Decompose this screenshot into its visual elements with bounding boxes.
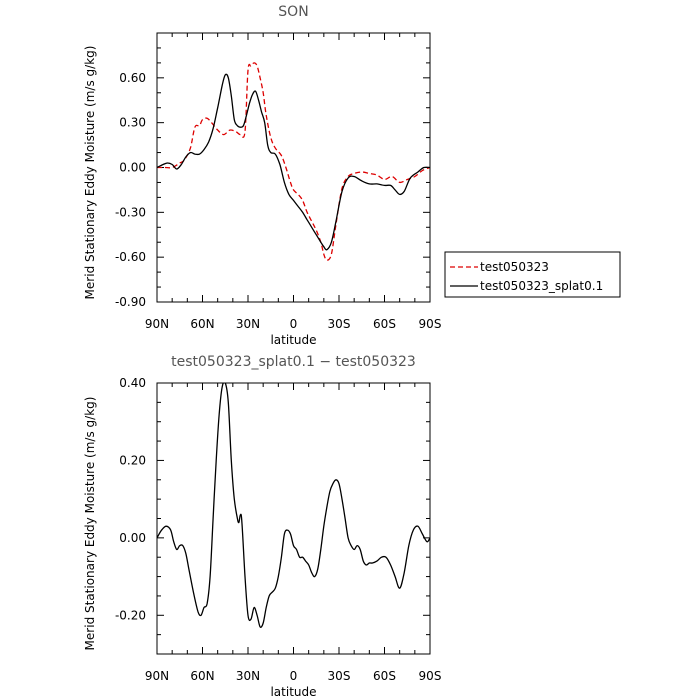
x-tick-label: 60N xyxy=(190,669,214,683)
series-line-1 xyxy=(157,383,430,628)
x-tick-label: 90S xyxy=(419,317,442,331)
x-tick-label: 30N xyxy=(236,317,260,331)
y-tick-label: 0.60 xyxy=(119,71,146,85)
y-tick-label: 0.20 xyxy=(119,453,146,467)
y-tick-label: 0.00 xyxy=(119,531,146,545)
y-tick-label: 0.40 xyxy=(119,376,146,390)
legend-label-2: test050323_splat0.1 xyxy=(480,279,603,293)
legend-label-1: test050323 xyxy=(480,260,549,274)
x-tick-label: 60S xyxy=(373,317,396,331)
x-axis-label: latitude xyxy=(270,333,316,347)
y-tick-label: 0.00 xyxy=(119,161,146,175)
y-axis-label: Merid Stationary Eddy Moisture (m/s g/kg… xyxy=(83,397,97,651)
y-tick-label: -0.30 xyxy=(115,205,146,219)
legend-box xyxy=(444,251,621,298)
x-tick-label: 60N xyxy=(190,317,214,331)
x-tick-label: 0 xyxy=(290,317,298,331)
chart-panel-2: 90N 60N 30N 0 30S 60S 90S -0.20 0.00 0.20 0.40 test… xyxy=(83,354,441,699)
series-line-1 xyxy=(157,62,430,261)
x-tick-label: 30N xyxy=(236,669,260,683)
x-tick-label: 90N xyxy=(145,317,169,331)
x-tick-label: 90N xyxy=(145,669,169,683)
y-axis-label: Merid Stationary Eddy Moisture (m/s g/kg… xyxy=(83,46,97,300)
x-tick-label: 30S xyxy=(328,669,351,683)
y-tick-label: -0.90 xyxy=(115,295,146,309)
x-tick-label: 90S xyxy=(419,669,442,683)
chart-panel-1: 90N 60N 30N 0 30S 60S 90S -0.90 -0.60 -0.30 0.00 0.… xyxy=(83,4,621,347)
x-axis-label: latitude xyxy=(270,685,316,699)
series-line-2 xyxy=(157,73,430,251)
plot-frame xyxy=(156,32,431,303)
chart-title: test050323_splat0.1 − test050323 xyxy=(171,354,416,370)
legend: test050323 test050323_splat0.1 xyxy=(444,251,621,298)
x-tick-label: 60S xyxy=(373,669,396,683)
x-tick-label: 30S xyxy=(328,317,351,331)
x-tick-label: 0 xyxy=(290,669,298,683)
y-tick-label: 0.30 xyxy=(119,116,146,130)
chart-title: SON xyxy=(278,4,308,20)
y-tick-label: -0.60 xyxy=(115,250,146,264)
y-tick-label: -0.20 xyxy=(115,608,146,622)
